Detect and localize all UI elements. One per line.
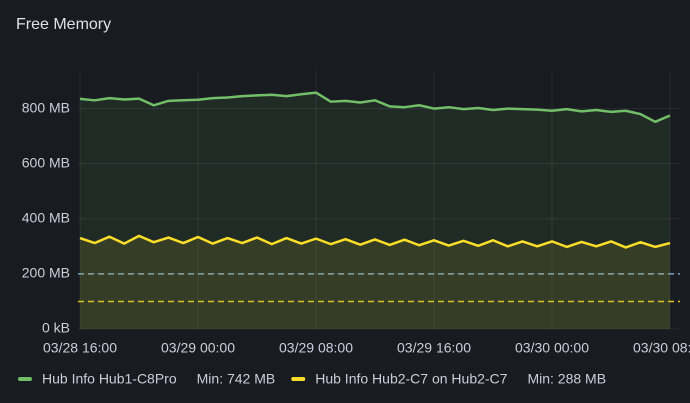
area-fill (80, 235, 670, 329)
y-tick-label: 400 MB (22, 209, 70, 225)
x-tick-label: 03/28 16:00 (43, 340, 117, 356)
area-fill (80, 92, 670, 329)
y-tick-label: 800 MB (22, 99, 70, 115)
legend-label: Hub Info Hub1-C8Pro (42, 371, 177, 387)
x-tick-label: 03/29 16:00 (397, 340, 471, 356)
legend-swatch (291, 377, 306, 381)
series-line (79, 234, 671, 249)
y-tick-label: 200 MB (22, 265, 70, 281)
x-tick-label: 03/30 08:00 (633, 340, 690, 356)
y-tick-label: 600 MB (22, 154, 70, 170)
legend-stat: Min: 288 MB (527, 371, 606, 387)
x-tick-label: 03/29 00:00 (161, 340, 235, 356)
y-tick-label: 0 kB (42, 320, 70, 336)
legend-label: Hub Info Hub2-C7 on Hub2-C7 (315, 371, 507, 387)
series-line (79, 91, 671, 124)
x-tick-label: 03/30 00:00 (515, 340, 589, 356)
legend-stat: Min: 742 MB (197, 371, 276, 387)
chart-title: Free Memory (16, 16, 111, 33)
legend-swatch (18, 377, 32, 381)
x-tick-label: 03/29 08:00 (279, 340, 353, 356)
